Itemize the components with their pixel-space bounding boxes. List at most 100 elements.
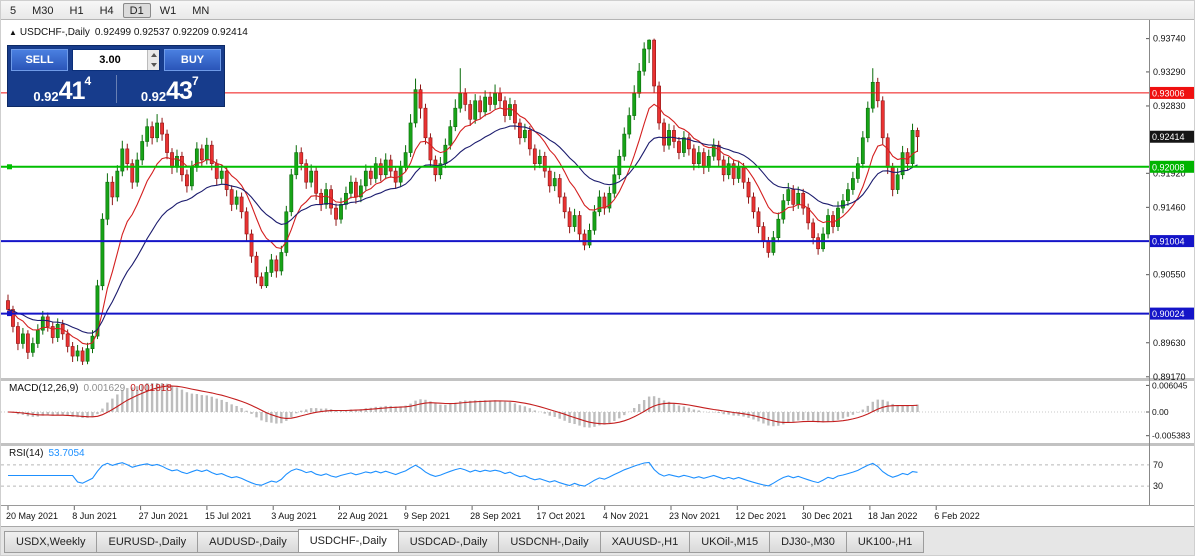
candle-body bbox=[80, 350, 85, 362]
candle-body bbox=[508, 104, 512, 116]
candle-body bbox=[577, 215, 582, 235]
lot-size-value[interactable]: 3.00 bbox=[99, 54, 121, 66]
candle-body bbox=[453, 107, 458, 127]
support-green-price-tag bbox=[1150, 160, 1194, 173]
candle-body bbox=[860, 137, 865, 164]
lot-size-field[interactable]: 3.00 bbox=[72, 49, 160, 71]
candle-body bbox=[607, 192, 612, 209]
timeframe-button-h4[interactable]: H4 bbox=[93, 3, 121, 18]
candle-body bbox=[6, 300, 10, 310]
blue-support-line-2-handle[interactable] bbox=[7, 311, 12, 317]
date-axis-label: 6 Feb 2022 bbox=[934, 511, 980, 521]
rsi-value: 53.7054 bbox=[48, 448, 85, 459]
candle-body bbox=[731, 163, 736, 179]
tab-audusd-daily[interactable]: AUDUSD-,Daily bbox=[197, 531, 298, 553]
tab-uk100-h1[interactable]: UK100-,H1 bbox=[845, 531, 925, 553]
sell-price-prefix: 0.92 bbox=[33, 89, 59, 104]
candle-body bbox=[880, 100, 885, 139]
green-support-line-handle[interactable] bbox=[7, 164, 12, 170]
candle-body bbox=[542, 155, 547, 172]
candle-body bbox=[736, 167, 741, 179]
candle-body bbox=[189, 167, 194, 187]
candle-body bbox=[209, 144, 214, 164]
candle-body bbox=[498, 93, 502, 102]
date-axis-label: 8 Jun 2021 bbox=[72, 511, 117, 521]
candle-body bbox=[756, 211, 761, 227]
candle-body bbox=[413, 89, 418, 124]
rsi-indicator-title: RSI(14) 53.7054 bbox=[9, 448, 85, 459]
candle-body bbox=[786, 189, 791, 201]
sell-price[interactable]: 0.92 41 4 bbox=[11, 73, 114, 105]
macd-axis-label: -0.005383 bbox=[1152, 431, 1191, 441]
candle-body bbox=[304, 163, 309, 183]
candle-body bbox=[378, 163, 383, 176]
macd-pane-splitter[interactable] bbox=[1, 378, 1195, 381]
price-axis-label: 0.92830 bbox=[1153, 101, 1186, 111]
timeframe-button-mn[interactable]: MN bbox=[185, 3, 216, 18]
tab-dj30-m30[interactable]: DJ30-,M30 bbox=[769, 531, 846, 553]
candle-body bbox=[244, 211, 249, 235]
candle-body bbox=[418, 89, 423, 109]
candle-body bbox=[801, 192, 806, 209]
candle-body bbox=[567, 211, 572, 227]
date-axis-label: 20 May 2021 bbox=[6, 511, 58, 521]
candle-body bbox=[518, 122, 522, 139]
resistance-price-tag-text: 0.93006 bbox=[1152, 88, 1185, 98]
tab-usdchf-daily[interactable]: USDCHF-,Daily bbox=[297, 529, 399, 553]
candle-body bbox=[224, 170, 229, 190]
candle-body bbox=[229, 189, 234, 205]
candle-body bbox=[647, 39, 652, 50]
collapse-panel-icon[interactable]: ▲ bbox=[9, 28, 17, 37]
candle-body bbox=[234, 196, 239, 205]
tab-eurusd-daily[interactable]: EURUSD-,Daily bbox=[96, 531, 198, 553]
candle-body bbox=[855, 163, 860, 179]
candle-body bbox=[145, 126, 150, 142]
candle-body bbox=[438, 163, 443, 176]
candle-body bbox=[776, 218, 781, 238]
timeframe-button-m30[interactable]: M30 bbox=[25, 3, 60, 18]
price-axis-label: 0.93740 bbox=[1153, 34, 1186, 44]
buy-price[interactable]: 0.92 43 7 bbox=[119, 73, 222, 105]
tab-xauusd-h1[interactable]: XAUUSD-,H1 bbox=[599, 531, 690, 553]
tab-usdcad-daily[interactable]: USDCAD-,Daily bbox=[398, 531, 499, 553]
candle-body bbox=[726, 163, 731, 176]
candle-body bbox=[557, 178, 562, 198]
candle-body bbox=[910, 130, 915, 164]
tab-usdcnh-daily[interactable]: USDCNH-,Daily bbox=[498, 531, 600, 553]
candle-body bbox=[816, 237, 821, 250]
buy-price-prefix: 0.92 bbox=[140, 89, 167, 104]
candle-body bbox=[652, 39, 657, 87]
candle-body bbox=[45, 316, 50, 327]
candle-body bbox=[522, 130, 527, 139]
candle-body bbox=[885, 137, 890, 168]
timeframe-button-w1[interactable]: W1 bbox=[153, 3, 184, 18]
buy-button[interactable]: BUY bbox=[164, 49, 221, 71]
candle-body bbox=[547, 170, 552, 187]
candle-body bbox=[493, 93, 497, 105]
candle-body bbox=[791, 189, 796, 205]
candle-body bbox=[423, 107, 428, 139]
one-click-trading-panel: SELL 3.00 BUY 0.92 41 4 0.92 43 7 bbox=[7, 45, 225, 107]
buy-price-big-digits: 43 bbox=[166, 77, 193, 105]
candle-body bbox=[120, 148, 125, 172]
candle-body bbox=[468, 104, 473, 120]
candle-body bbox=[865, 107, 870, 139]
candle-body bbox=[622, 133, 627, 157]
sell-button[interactable]: SELL bbox=[11, 49, 68, 71]
candle-body bbox=[284, 211, 289, 253]
candle-body bbox=[408, 122, 413, 153]
candle-body bbox=[527, 130, 532, 150]
lot-decrease-button[interactable] bbox=[148, 60, 159, 70]
timeframe-button-d1[interactable]: D1 bbox=[122, 2, 151, 18]
candle-body bbox=[289, 174, 294, 213]
timeframe-button-h1[interactable]: H1 bbox=[63, 3, 91, 18]
tab-ukoil-m15[interactable]: UKOil-,M15 bbox=[689, 531, 770, 553]
rsi-label: RSI(14) bbox=[9, 448, 44, 459]
tab-usdx-weekly[interactable]: USDX,Weekly bbox=[4, 531, 97, 553]
candle-body bbox=[448, 126, 453, 146]
lot-increase-button[interactable] bbox=[148, 50, 159, 60]
candle-body bbox=[319, 192, 324, 205]
arrow-up-icon bbox=[150, 53, 157, 57]
rsi-pane-splitter[interactable] bbox=[1, 443, 1195, 446]
timeframe-button-5[interactable]: 5 bbox=[3, 3, 23, 18]
